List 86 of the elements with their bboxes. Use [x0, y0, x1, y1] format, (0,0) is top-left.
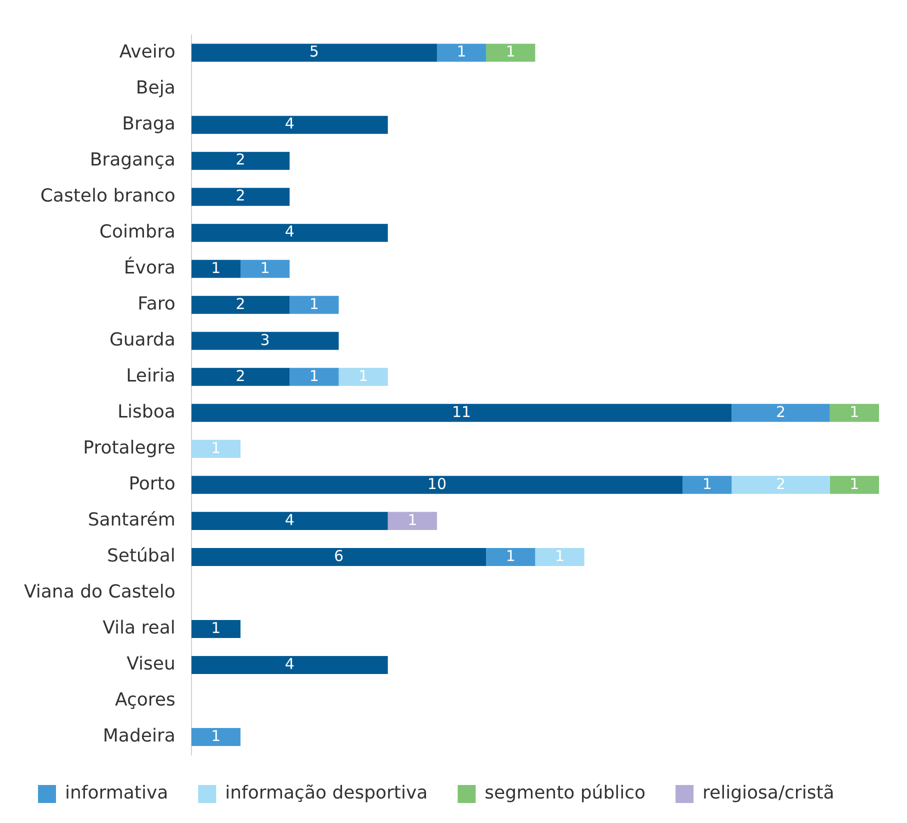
- bar: [436, 44, 486, 62]
- bar: [732, 476, 830, 494]
- data-label: 1: [702, 474, 712, 493]
- data-label: 1: [309, 294, 319, 313]
- bar: [240, 260, 290, 278]
- data-label: 1: [211, 618, 221, 637]
- bar: [290, 368, 339, 386]
- data-label: 2: [236, 294, 246, 313]
- legend-label: religiosa/cristã: [702, 782, 834, 804]
- data-label: 4: [284, 114, 294, 133]
- data-label: 10: [427, 474, 447, 493]
- data-label: 2: [236, 150, 246, 169]
- bar: [191, 44, 437, 62]
- bar: [191, 728, 241, 746]
- data-label: 1: [408, 510, 418, 529]
- y-tick-label: Aveiro: [119, 41, 176, 62]
- bar: [191, 116, 388, 134]
- data-label: 1: [260, 258, 270, 277]
- bar: [191, 368, 290, 386]
- y-tick-label: Viana do Castelo: [24, 582, 176, 603]
- y-tick-label: Coimbra: [99, 222, 176, 243]
- y-tick-label: Beja: [136, 77, 176, 98]
- y-tick-label: Évora: [124, 256, 176, 279]
- bar: [830, 476, 879, 494]
- legend-label: informação desportiva: [225, 782, 428, 804]
- bar: [191, 188, 290, 206]
- bar: [338, 368, 388, 386]
- bar: [535, 548, 584, 566]
- y-tick-label: Lisboa: [118, 402, 176, 423]
- bar: [830, 404, 879, 422]
- data-label: 4: [284, 222, 294, 241]
- bar: [486, 548, 536, 566]
- y-tick-label: Castelo branco: [40, 186, 176, 207]
- data-label: 4: [284, 510, 294, 529]
- legend-label: informativa: [65, 782, 168, 804]
- data-label: 1: [211, 726, 221, 745]
- y-tick-label: Guarda: [109, 330, 176, 351]
- data-label: 1: [211, 258, 221, 277]
- data-label: 1: [506, 42, 516, 61]
- y-tick-label: Açores: [115, 690, 176, 711]
- bar: [682, 476, 732, 494]
- data-label: 1: [554, 546, 565, 565]
- data-label: 6: [334, 546, 344, 565]
- y-tick-label: Faro: [138, 294, 176, 315]
- y-tick-label: Vila real: [102, 618, 176, 639]
- y-tick-label: Bragança: [90, 150, 176, 171]
- y-tick-label: Viseu: [126, 654, 176, 675]
- bar: [191, 512, 388, 530]
- bar: [191, 476, 683, 494]
- bar: [191, 656, 388, 674]
- bar: [191, 548, 486, 566]
- bar: [486, 44, 536, 62]
- y-tick-label: Porto: [128, 474, 176, 495]
- bar: [388, 512, 437, 530]
- y-tick-label: Braga: [122, 113, 176, 134]
- y-tick-label: Santarém: [88, 510, 176, 531]
- data-label: 5: [309, 42, 319, 61]
- data-label: 1: [358, 366, 368, 385]
- bar: [191, 404, 732, 422]
- bar: [732, 404, 830, 422]
- data-label: 1: [456, 42, 466, 61]
- data-label: 2: [236, 366, 246, 385]
- bar: [191, 224, 388, 242]
- data-label: 2: [236, 186, 246, 205]
- data-label: 2: [776, 474, 786, 493]
- data-label: 1: [309, 366, 319, 385]
- legend-label: segmento público: [484, 782, 646, 804]
- data-label: 1: [850, 474, 860, 493]
- bar: [191, 620, 241, 638]
- data-label: 2: [776, 402, 786, 421]
- bar: [290, 296, 339, 314]
- data-label: 1: [850, 402, 860, 421]
- bar: [191, 440, 241, 458]
- bar: [191, 260, 241, 278]
- y-tick-label: Madeira: [102, 726, 176, 747]
- bar: [191, 296, 290, 314]
- data-label: 1: [211, 438, 221, 457]
- bar: [191, 332, 339, 350]
- y-tick-label: Leiria: [126, 366, 176, 387]
- data-label: 3: [260, 330, 270, 349]
- data-label: 4: [284, 654, 294, 673]
- bar: [191, 152, 290, 170]
- data-label: 11: [452, 402, 472, 421]
- data-label: 1: [506, 546, 516, 565]
- y-tick-label: Setúbal: [106, 546, 176, 567]
- y-tick-label: Protalegre: [83, 438, 176, 459]
